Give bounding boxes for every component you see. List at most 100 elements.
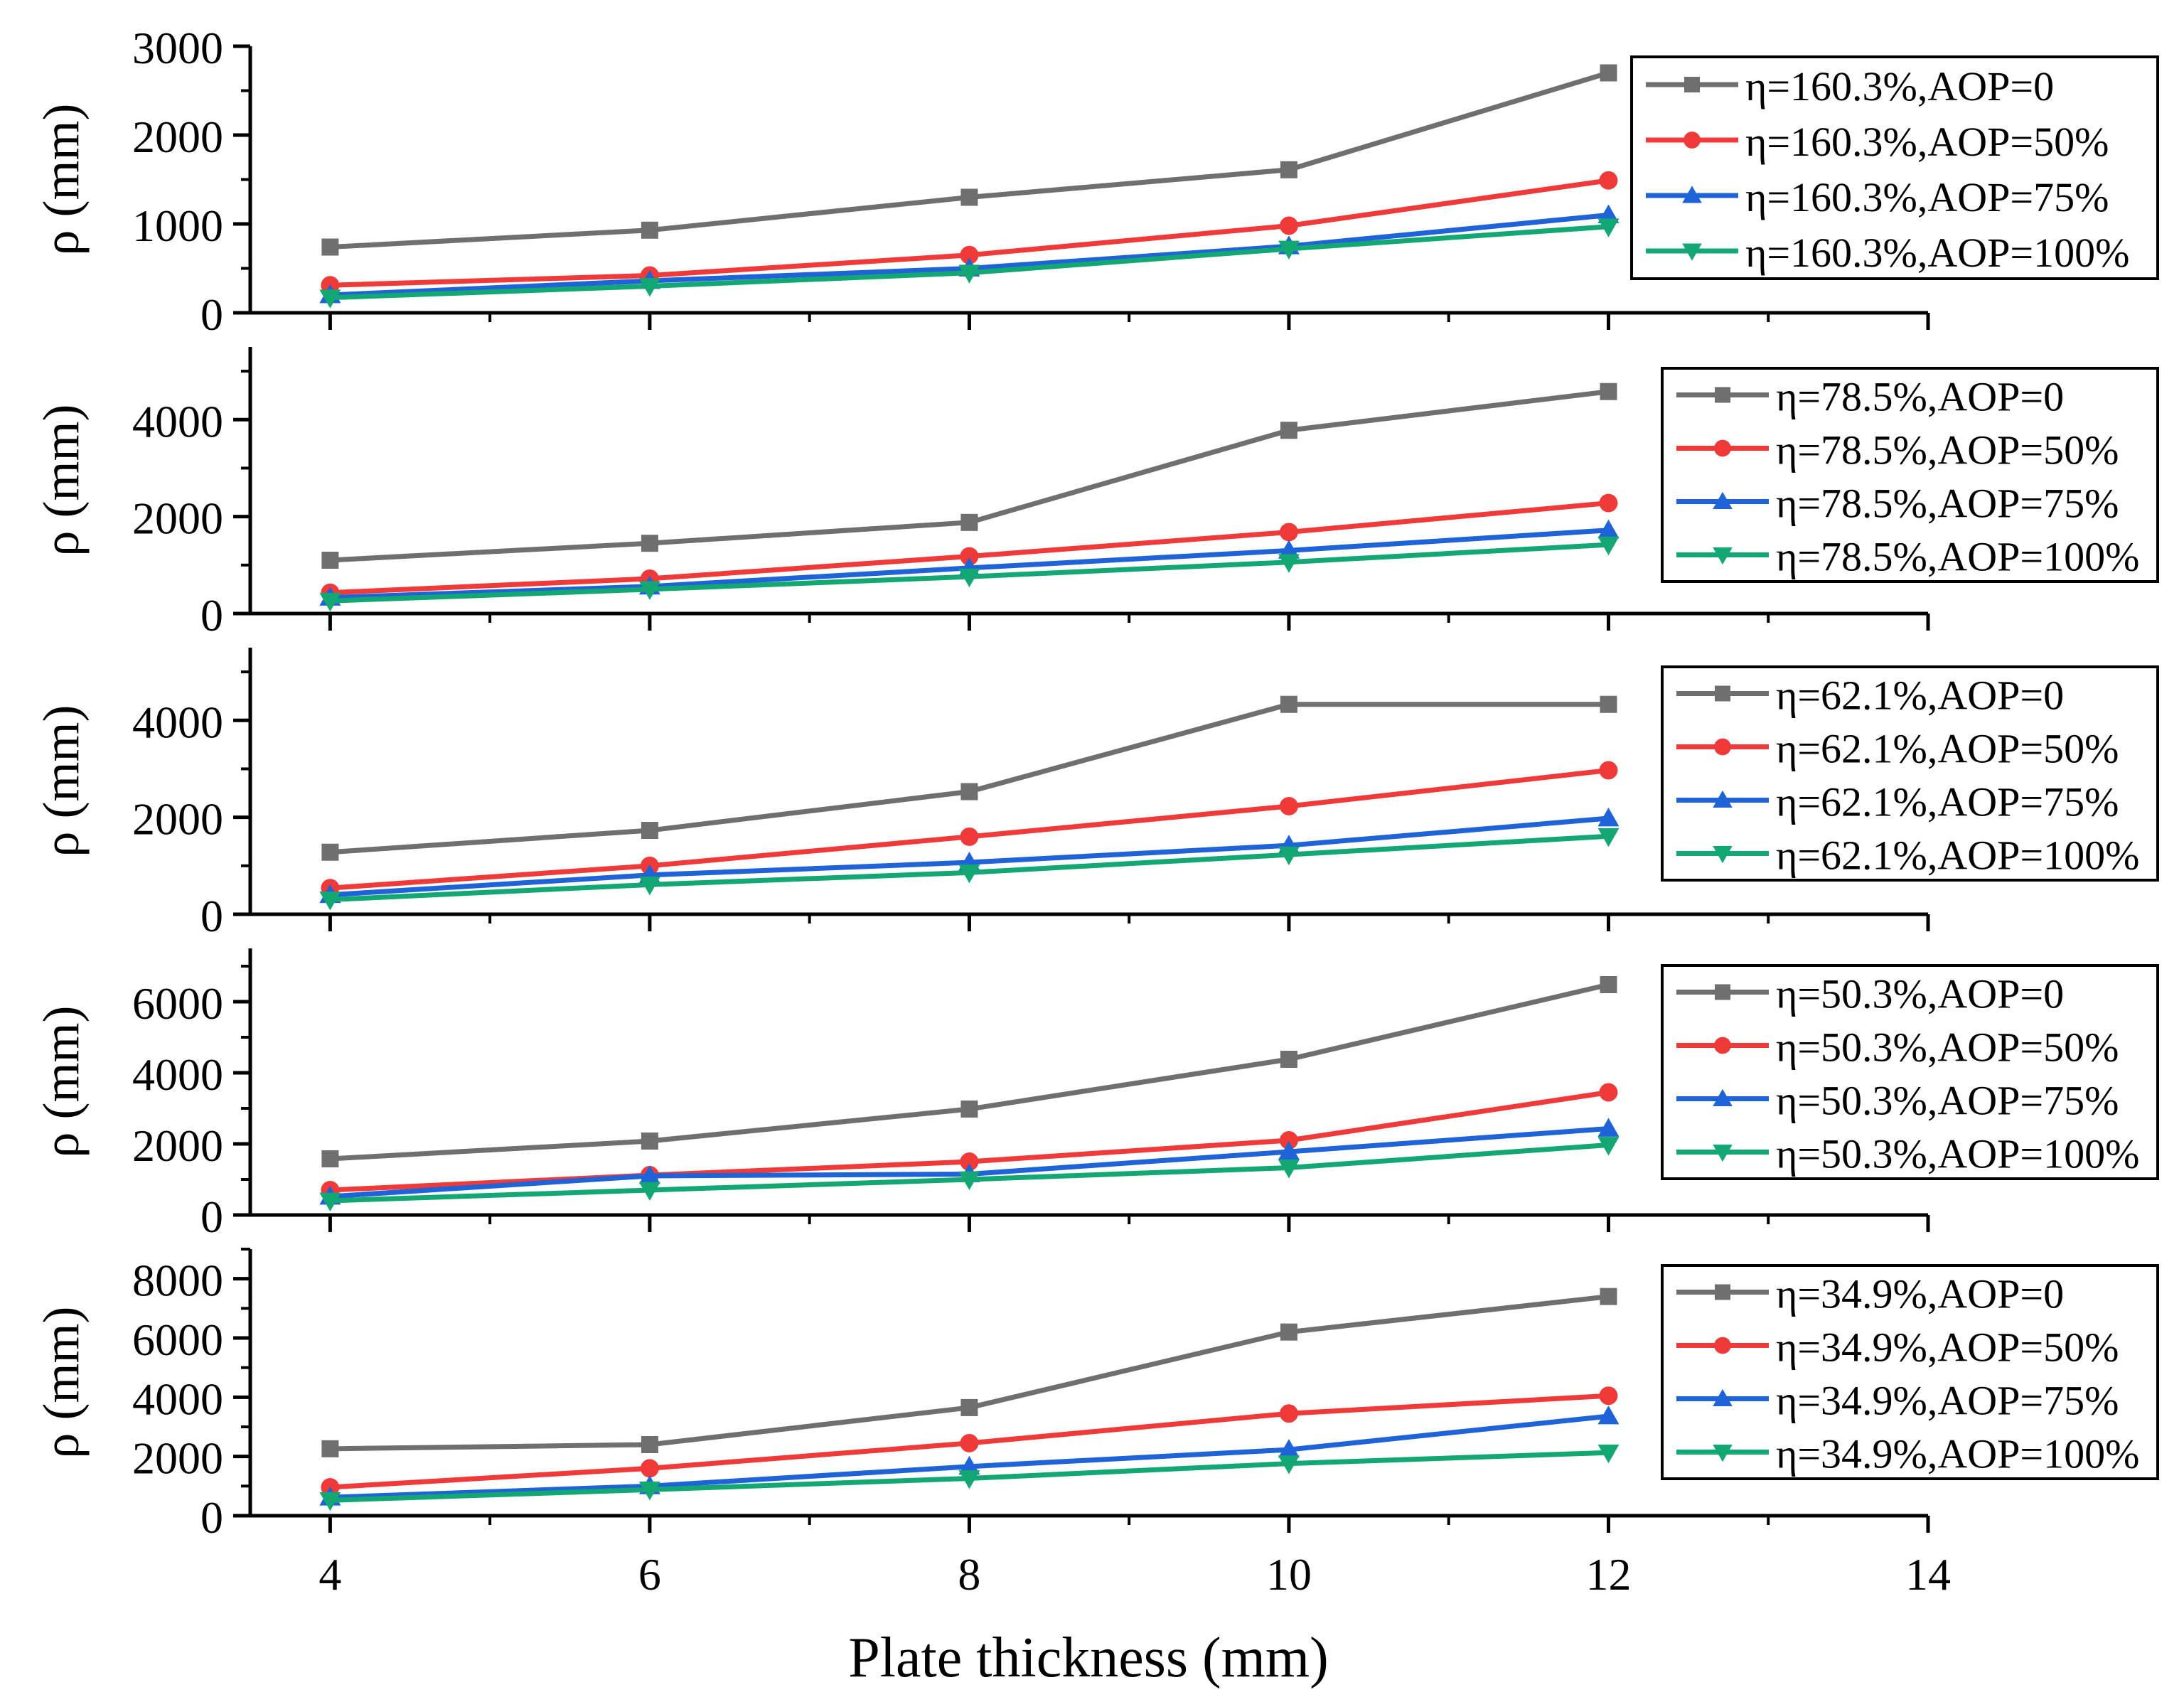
legend: η=78.5%,AOP=0 η=78.5%,AOP=50% η=78.5%,AOP=… xyxy=(1661,367,2159,583)
legend-label: η=78.5%,AOP=75% xyxy=(1776,481,2119,527)
legend-marker xyxy=(1714,1037,1731,1054)
data-point xyxy=(958,568,980,588)
x-axis: 4 6 8 10 12 14 xyxy=(318,1549,1951,1600)
legend-label: η=34.9%,AOP=0 xyxy=(1776,1271,2064,1317)
legend-marker xyxy=(1715,984,1730,1000)
y-axis-title: ρ (mm) xyxy=(33,104,90,256)
y-tick-label: 4000 xyxy=(132,1374,223,1424)
y-tick-label: 2000 xyxy=(132,794,223,845)
data-point xyxy=(958,1470,980,1489)
y-tick-label: 6000 xyxy=(132,1315,223,1365)
data-point xyxy=(640,1459,659,1478)
y-axis-title: ρ (mm) xyxy=(33,405,90,557)
data-point xyxy=(960,188,978,206)
legend-marker xyxy=(1684,77,1700,92)
x-tick-label: 6 xyxy=(638,1549,661,1600)
data-point xyxy=(319,592,341,612)
series-aop-100- xyxy=(319,536,1620,612)
legend-marker xyxy=(1714,738,1731,756)
data-point xyxy=(1280,422,1297,439)
legend-label: η=78.5%,AOP=50% xyxy=(1776,427,2119,473)
data-point xyxy=(960,547,979,566)
data-point xyxy=(1278,240,1300,259)
y-tick-label: 4000 xyxy=(132,697,223,747)
legend: η=160.3%,AOP=0 η=160.3%,AOP=50% η=160.3%,A… xyxy=(1630,55,2159,280)
x-tick-label: 8 xyxy=(958,1549,980,1600)
series-aop-0 xyxy=(321,1288,1617,1457)
legend: η=50.3%,AOP=0 η=50.3%,AOP=50% η=50.3%,AOP=… xyxy=(1661,964,2159,1180)
legend-label: η=62.1%,AOP=50% xyxy=(1776,726,2119,772)
data-point xyxy=(1597,1118,1620,1137)
data-point xyxy=(1279,216,1298,235)
legend: η=62.1%,AOP=0 η=62.1%,AOP=50% η=62.1%,AOP=… xyxy=(1661,665,2159,882)
data-point xyxy=(1597,536,1620,556)
data-point xyxy=(960,1398,978,1416)
data-point xyxy=(960,1433,979,1452)
legend-label: η=62.1%,AOP=0 xyxy=(1776,673,2064,719)
legend-label: η=62.1%,AOP=100% xyxy=(1776,833,2139,879)
x-tick-label: 10 xyxy=(1266,1549,1312,1600)
y-tick-label: 2000 xyxy=(132,1120,223,1171)
legend-marker xyxy=(1682,186,1702,203)
x-axis-title: Plate thickness (mm) xyxy=(848,1627,1328,1689)
data-point xyxy=(1599,1386,1618,1406)
legend-marker xyxy=(1713,846,1733,864)
data-point xyxy=(321,1150,339,1167)
series-aop-100- xyxy=(319,1137,1620,1211)
series-aop-50- xyxy=(321,1386,1618,1497)
legend-marker xyxy=(1715,685,1730,702)
legend-box xyxy=(1661,1264,2159,1480)
data-point xyxy=(1278,1160,1300,1179)
legend-marker xyxy=(1682,243,1702,261)
legend-label: η=50.3%,AOP=50% xyxy=(1776,1024,2119,1071)
x-tick-label: 4 xyxy=(318,1549,341,1600)
y-tick-label: 0 xyxy=(200,1192,223,1242)
data-point xyxy=(638,1182,660,1201)
y-tick-label: 4000 xyxy=(132,1049,223,1100)
legend-label: η=34.9%,AOP=100% xyxy=(1776,1431,2139,1477)
data-point xyxy=(958,1171,980,1190)
data-point xyxy=(641,535,658,552)
data-point xyxy=(1597,808,1620,827)
data-point xyxy=(1280,695,1297,713)
legend-label: η=160.3%,AOP=75% xyxy=(1745,174,2109,220)
y-tick-label: 0 xyxy=(200,289,223,340)
legend-box xyxy=(1630,55,2159,280)
data-point xyxy=(1279,1131,1298,1150)
data-point xyxy=(1280,1051,1297,1068)
data-point xyxy=(1599,761,1618,780)
data-point xyxy=(1278,1455,1300,1474)
legend-marker xyxy=(1715,1284,1730,1300)
legend-marker xyxy=(1713,1445,1733,1462)
data-point xyxy=(1597,218,1620,237)
legend-box xyxy=(1661,367,2159,583)
legend-marker xyxy=(1713,1388,1733,1406)
legend-label: η=50.3%,AOP=75% xyxy=(1776,1078,2119,1124)
data-point xyxy=(321,552,339,569)
data-point xyxy=(960,827,979,846)
x-tick-label: 14 xyxy=(1905,1549,1951,1600)
series-aop-50- xyxy=(321,493,1618,602)
legend-label: η=34.9%,AOP=50% xyxy=(1776,1324,2119,1371)
legend-label: η=160.3%,AOP=50% xyxy=(1745,119,2109,165)
legend-marker xyxy=(1713,790,1733,808)
data-point xyxy=(641,1133,658,1150)
data-point xyxy=(1278,554,1300,573)
data-point xyxy=(641,1436,658,1453)
y-tick-label: 2000 xyxy=(132,112,223,162)
legend-marker xyxy=(1713,547,1733,565)
data-point xyxy=(1279,796,1298,815)
legend: η=34.9%,AOP=0 η=34.9%,AOP=50% η=34.9%,AOP=… xyxy=(1661,1264,2159,1480)
data-point xyxy=(641,221,658,239)
data-point xyxy=(960,513,978,531)
data-point xyxy=(1599,171,1618,190)
data-point xyxy=(319,1492,341,1511)
legend-box xyxy=(1661,665,2159,882)
data-point xyxy=(1600,1288,1617,1305)
y-tick-label: 2000 xyxy=(132,1433,223,1484)
data-point xyxy=(1278,540,1300,559)
y-axis-title: ρ (mm) xyxy=(33,1006,90,1158)
